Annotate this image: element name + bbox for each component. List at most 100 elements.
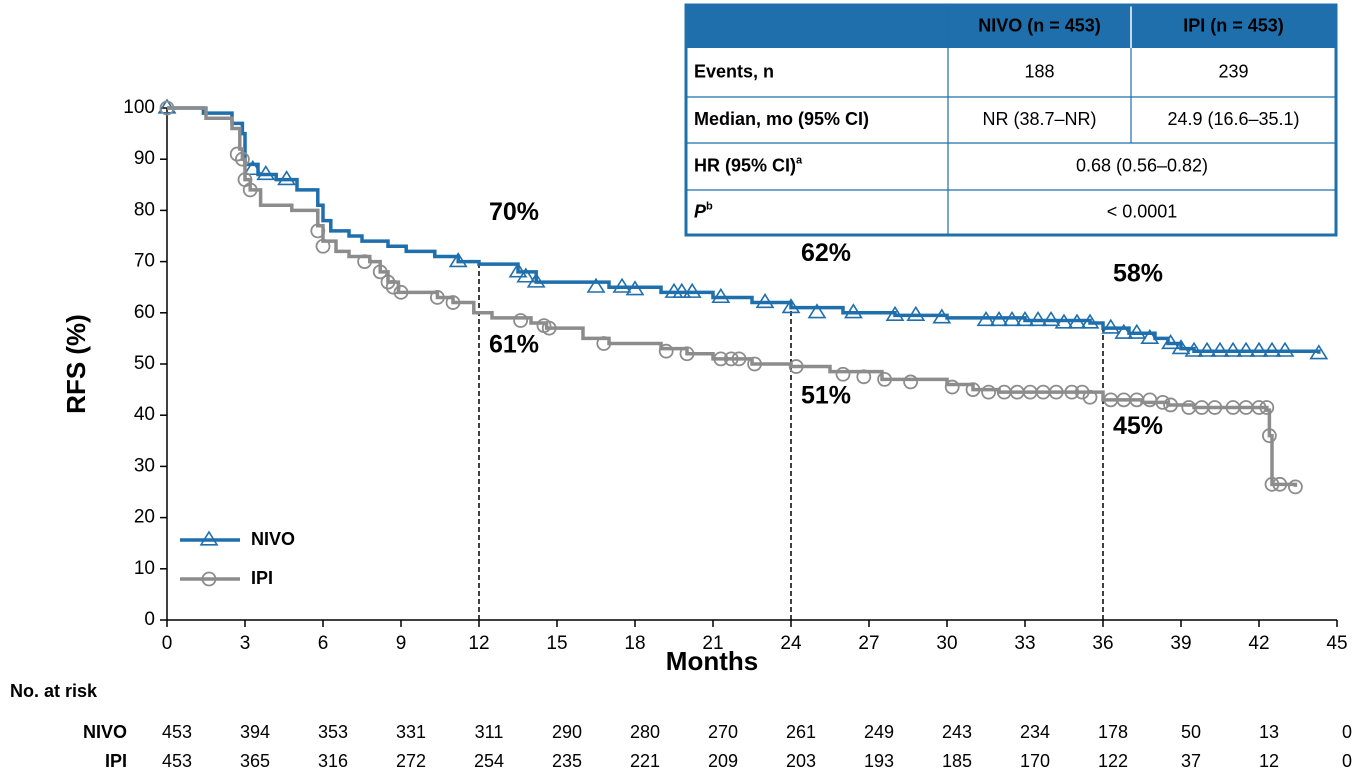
censor-marker — [1259, 400, 1275, 415]
survival-curve — [167, 106, 1321, 354]
table-cell: < 0.0001 — [1107, 201, 1178, 221]
censor-marker — [989, 310, 1009, 327]
censor-marker — [781, 298, 801, 314]
landmark-label: 62% — [801, 239, 851, 267]
censor-marker — [1161, 334, 1181, 350]
censor-marker — [1262, 428, 1277, 444]
risk-value: 50 — [1181, 722, 1201, 742]
table-row-label: Median, mo (95% CI) — [694, 109, 869, 129]
censor-marker — [625, 280, 645, 296]
table-border — [684, 3, 1338, 237]
x-tick-label: 0 — [162, 633, 173, 654]
legend-label: IPI — [251, 568, 273, 588]
censor-marker — [944, 379, 960, 395]
table-cell: 24.9 (16.6–35.1) — [1167, 109, 1299, 129]
censor-marker — [755, 293, 775, 309]
risk-value: 272 — [396, 751, 426, 771]
x-tick-label: 27 — [858, 633, 879, 654]
censor-marker — [1015, 310, 1035, 327]
censor-marker — [723, 351, 739, 367]
risk-value: 365 — [240, 751, 270, 771]
x-tick-label: 33 — [1014, 633, 1035, 654]
risk-value: 331 — [396, 722, 426, 742]
landmark-label: 70% — [489, 198, 539, 226]
censor-marker — [242, 182, 258, 198]
censor-marker — [229, 146, 245, 162]
landmark-label: 58% — [1113, 260, 1163, 288]
risk-value: 0 — [1342, 722, 1352, 742]
censor-marker — [596, 336, 612, 351]
censor-marker — [1074, 384, 1090, 400]
risk-row-label: NIVO — [83, 722, 127, 742]
censor-marker — [1197, 341, 1217, 357]
y-tick-label: 20 — [134, 507, 155, 528]
censor-marker — [372, 264, 388, 280]
censor-marker — [1163, 397, 1178, 413]
censor-marker — [713, 351, 729, 367]
censor-marker — [1288, 479, 1303, 495]
risk-value: 261 — [786, 722, 816, 742]
censor-marker — [885, 305, 905, 321]
risk-value: 353 — [318, 722, 348, 742]
x-tick-label: 45 — [1326, 633, 1347, 654]
table-header — [686, 5, 1336, 48]
risk-value: 122 — [1098, 751, 1128, 771]
y-tick-label: 90 — [134, 148, 155, 169]
x-tick-label: 9 — [396, 633, 407, 654]
censor-marker — [243, 159, 263, 176]
censor-marker — [429, 290, 445, 305]
risk-value: 280 — [630, 722, 660, 742]
risk-value: 170 — [1020, 751, 1050, 771]
censor-marker — [835, 366, 851, 382]
y-tick-label: 30 — [134, 455, 155, 476]
table-cell: NR (38.7–NR) — [982, 109, 1096, 129]
risk-value: 249 — [864, 722, 894, 742]
censor-marker — [448, 252, 468, 268]
x-tick-label: 21 — [702, 633, 723, 654]
censor-marker — [976, 310, 996, 327]
censor-marker — [357, 254, 373, 270]
censor-marker — [1251, 400, 1267, 415]
censor-marker — [256, 165, 276, 181]
censor-marker — [1067, 313, 1087, 329]
censor-marker — [1249, 341, 1269, 357]
risk-value: 243 — [942, 722, 972, 742]
censor-marker — [234, 151, 250, 167]
x-tick-label: 42 — [1248, 633, 1269, 654]
censor-marker — [1082, 389, 1098, 405]
censor-marker — [1041, 310, 1061, 327]
y-tick-label: 10 — [134, 558, 155, 579]
censor-marker — [711, 287, 731, 304]
risk-table-title: No. at risk — [10, 681, 98, 701]
censor-marker — [1002, 310, 1022, 327]
landmark-label: 61% — [489, 330, 539, 358]
x-axis-label: Months — [666, 646, 758, 676]
censor-marker — [541, 320, 557, 336]
censor-marker — [682, 282, 702, 298]
censor-marker — [310, 223, 326, 239]
risk-value: 453 — [162, 751, 192, 771]
risk-value: 37 — [1181, 751, 1201, 771]
censor-marker — [856, 369, 872, 385]
y-tick-label: 100 — [123, 97, 155, 118]
table-cell: 239 — [1218, 61, 1248, 81]
censor-marker — [1028, 310, 1048, 327]
risk-value: 12 — [1259, 751, 1279, 771]
landmark-label: 51% — [801, 381, 851, 409]
risk-value: 178 — [1098, 722, 1128, 742]
y-tick-label: 0 — [144, 609, 155, 630]
table-cell: 188 — [1024, 61, 1054, 81]
table-row-label: Events, n — [694, 61, 774, 81]
censor-marker — [1048, 384, 1064, 400]
censor-marker — [965, 382, 981, 398]
survival-curve — [167, 106, 1298, 487]
y-tick-label: 80 — [134, 199, 155, 220]
x-tick-label: 36 — [1092, 633, 1113, 654]
censor-marker — [672, 282, 692, 298]
table-row-label: HR (95% CI)a — [694, 154, 803, 175]
censor-marker — [731, 351, 747, 367]
censor-marker — [385, 279, 401, 295]
risk-value: 221 — [630, 751, 660, 771]
censor-marker — [1142, 392, 1158, 408]
